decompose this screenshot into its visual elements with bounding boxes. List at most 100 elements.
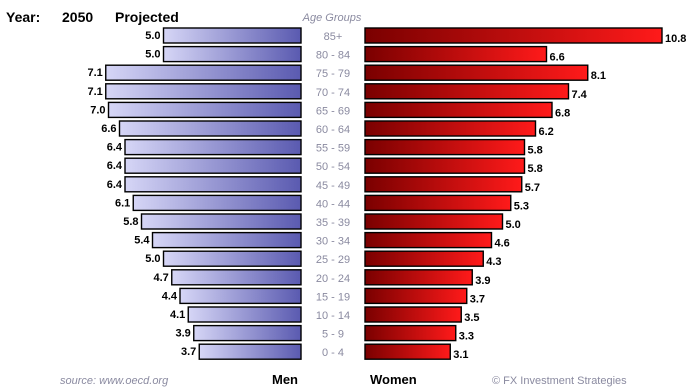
women-bar xyxy=(364,83,570,100)
women-bar xyxy=(364,194,512,212)
women-bars xyxy=(364,27,663,360)
men-value-label: 5.8 xyxy=(123,216,138,228)
women-bar xyxy=(364,64,589,81)
year-value: 2050 xyxy=(62,9,93,25)
women-bar xyxy=(364,287,468,305)
women-value-label: 3.3 xyxy=(459,331,474,343)
women-bar xyxy=(364,324,457,342)
men-value-label: 6.4 xyxy=(107,142,123,154)
women-value-label: 3.5 xyxy=(464,312,479,324)
men-value-label: 7.0 xyxy=(90,104,105,116)
women-bar xyxy=(364,306,462,323)
men-value-label: 4.4 xyxy=(162,290,178,302)
women-value-label: 4.6 xyxy=(495,238,510,250)
men-value-label: 7.1 xyxy=(87,67,102,79)
women-value-label: 8.1 xyxy=(591,70,606,82)
age-group-label: 60 - 64 xyxy=(316,124,350,136)
men-bar xyxy=(132,194,302,212)
men-value-label: 6.1 xyxy=(115,197,130,209)
age-group-label: 80 - 84 xyxy=(316,50,350,62)
men-axis-label: Men xyxy=(272,372,298,387)
women-bar xyxy=(364,138,526,156)
women-bar xyxy=(364,250,484,267)
women-value-label: 6.8 xyxy=(555,107,570,119)
age-group-label: 10 - 14 xyxy=(316,310,350,322)
age-labels: 85+ 80 - 84 75 - 79 70 - 74 65 - 69 60 - 64 55… xyxy=(316,31,350,359)
women-value-labels: 10.8 6.6 8.17.46.86.2 5.8 5.8 5.7 5.3 5.0 4.6 4.3… xyxy=(453,33,686,361)
men-bar xyxy=(171,269,302,286)
men-value-label: 5.0 xyxy=(145,253,160,265)
men-bar xyxy=(193,324,302,342)
men-bar xyxy=(179,287,302,305)
age-group-label: 35 - 39 xyxy=(316,217,350,229)
women-value-label: 5.7 xyxy=(525,182,540,194)
women-value-label: 6.2 xyxy=(539,126,554,138)
men-bar xyxy=(187,306,302,323)
age-group-label: 15 - 19 xyxy=(316,291,350,303)
men-bar xyxy=(198,343,302,360)
men-value-label: 5.0 xyxy=(145,49,160,61)
women-bar xyxy=(364,101,553,119)
women-value-label: 10.8 xyxy=(665,33,686,45)
women-value-label: 6.6 xyxy=(550,52,565,64)
women-value-label: 5.8 xyxy=(528,145,543,157)
women-bar xyxy=(364,213,504,230)
men-bars xyxy=(105,27,302,360)
men-value-label: 5.4 xyxy=(134,235,150,247)
age-group-label: 85+ xyxy=(324,31,343,43)
men-value-labels: 5.0 5.0 7.1 7.1 7.0 6.6 6.4 6.4 6.4 6.1 5.8 5.4 5.0 4… xyxy=(87,30,196,358)
age-group-label: 50 - 54 xyxy=(316,161,350,173)
women-value-label: 3.9 xyxy=(475,275,490,287)
men-value-label: 6.4 xyxy=(107,160,123,172)
men-bar xyxy=(140,213,302,230)
men-value-label: 6.4 xyxy=(107,179,123,191)
men-value-label: 3.9 xyxy=(175,328,190,340)
age-group-label: 65 - 69 xyxy=(316,105,350,117)
men-bar xyxy=(162,27,302,44)
men-value-label: 4.1 xyxy=(170,309,185,321)
men-value-label: 3.7 xyxy=(181,346,196,358)
men-value-label: 5.0 xyxy=(145,30,160,42)
age-groups-label: Age Groups xyxy=(302,12,362,24)
women-value-label: 5.0 xyxy=(506,219,521,231)
men-bar xyxy=(124,157,302,174)
women-bar xyxy=(364,27,663,44)
women-value-label: 3.1 xyxy=(453,349,468,361)
source-note: source: www.oecd.org xyxy=(60,375,169,387)
men-bar xyxy=(124,138,302,156)
women-value-label: 5.8 xyxy=(528,163,543,175)
men-value-label: 7.1 xyxy=(87,86,102,98)
age-group-label: 0 - 4 xyxy=(322,347,344,359)
women-bar xyxy=(364,269,473,286)
year-label: Year: xyxy=(6,9,40,25)
women-value-label: 5.3 xyxy=(514,200,529,212)
age-group-label: 5 - 9 xyxy=(322,329,344,341)
men-bar xyxy=(118,120,302,137)
men-value-label: 6.6 xyxy=(101,123,116,135)
women-bar xyxy=(364,45,548,63)
men-bar xyxy=(162,45,302,63)
age-group-label: 20 - 24 xyxy=(316,273,350,285)
women-value-label: 7.4 xyxy=(572,89,588,101)
age-group-label: 75 - 79 xyxy=(316,68,350,80)
age-group-label: 30 - 34 xyxy=(316,236,350,248)
men-value-label: 4.7 xyxy=(153,272,168,284)
age-group-label: 70 - 74 xyxy=(316,87,350,99)
men-bar xyxy=(105,83,302,100)
women-axis-label: Women xyxy=(370,372,417,387)
men-bar xyxy=(151,231,302,249)
women-bar xyxy=(364,157,526,174)
women-bar xyxy=(364,176,523,193)
men-bar xyxy=(162,250,302,267)
men-bar xyxy=(107,101,302,119)
projection-status: Projected xyxy=(115,9,179,25)
age-group-label: 45 - 49 xyxy=(316,180,350,192)
women-value-label: 3.7 xyxy=(470,293,485,305)
men-bar xyxy=(124,176,302,193)
age-group-label: 25 - 29 xyxy=(316,254,350,266)
age-group-label: 55 - 59 xyxy=(316,143,350,155)
women-value-label: 4.3 xyxy=(486,256,501,268)
men-bar xyxy=(105,64,302,81)
women-bar xyxy=(364,343,451,360)
